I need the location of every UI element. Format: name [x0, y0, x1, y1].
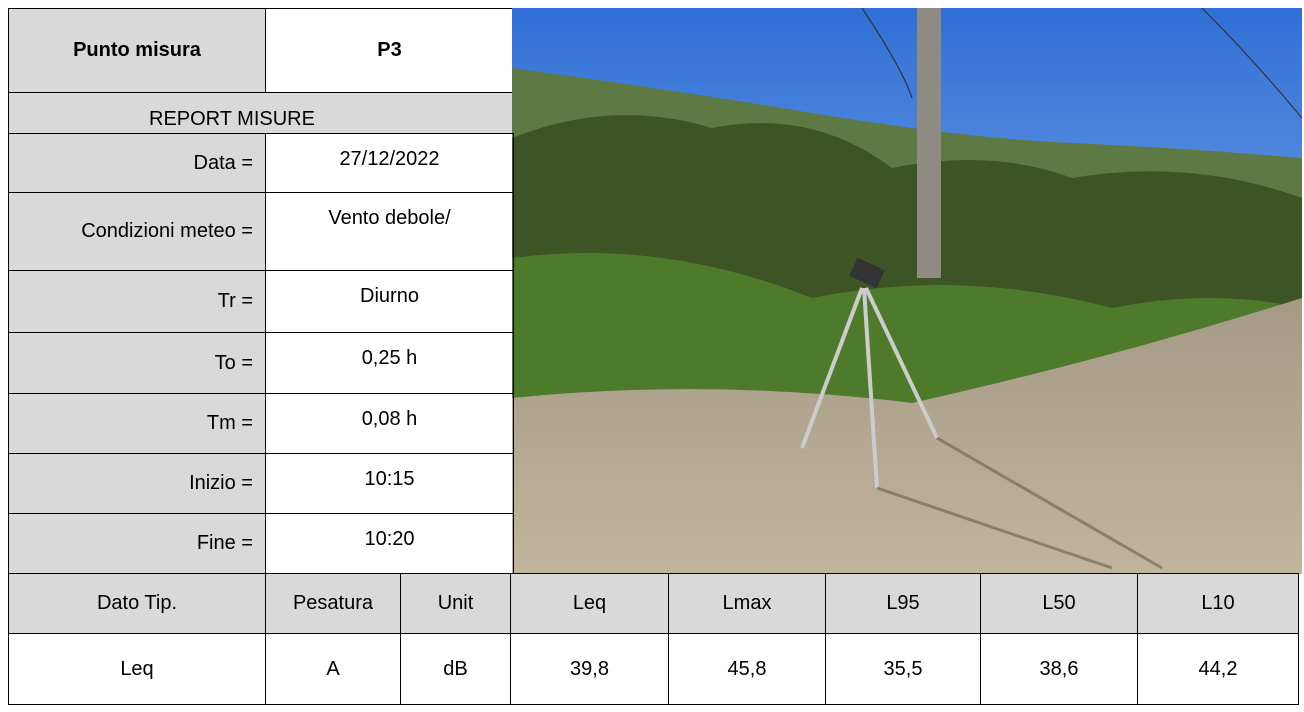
header-label: Punto misura [8, 8, 266, 93]
column-header: Unit [400, 573, 511, 634]
field-value: 27/12/2022 [265, 133, 514, 193]
field-label: To = [8, 332, 266, 394]
result-cell: A [265, 633, 401, 705]
column-header: Pesatura [265, 573, 401, 634]
result-cell: 39,8 [510, 633, 669, 705]
result-cell: 45,8 [668, 633, 826, 705]
field-label: Inizio = [8, 453, 266, 514]
column-header: Leq [510, 573, 669, 634]
field-value: Vento debole/ [265, 192, 514, 271]
column-header: L10 [1137, 573, 1299, 634]
field-value: 0,08 h [265, 393, 514, 454]
result-cell: 44,2 [1137, 633, 1299, 705]
field-value: 0,25 h [265, 332, 514, 394]
field-label: Condizioni meteo = [8, 192, 266, 271]
result-cell: Leq [8, 633, 266, 705]
field-value: 10:15 [265, 453, 514, 514]
field-label: Tr = [8, 270, 266, 333]
column-header: L95 [825, 573, 981, 634]
report-title: REPORT MISURE [8, 92, 514, 134]
header-value: P3 [265, 8, 514, 93]
column-header: L50 [980, 573, 1138, 634]
result-cell: 35,5 [825, 633, 981, 705]
column-header: Dato Tip. [8, 573, 266, 634]
field-label: Data = [8, 133, 266, 193]
result-cell: 38,6 [980, 633, 1138, 705]
field-value: 10:20 [265, 513, 514, 574]
site-photo [512, 8, 1302, 574]
field-value: Diurno [265, 270, 514, 333]
field-label: Fine = [8, 513, 266, 574]
column-header: Lmax [668, 573, 826, 634]
result-cell: dB [400, 633, 511, 705]
field-label: Tm = [8, 393, 266, 454]
